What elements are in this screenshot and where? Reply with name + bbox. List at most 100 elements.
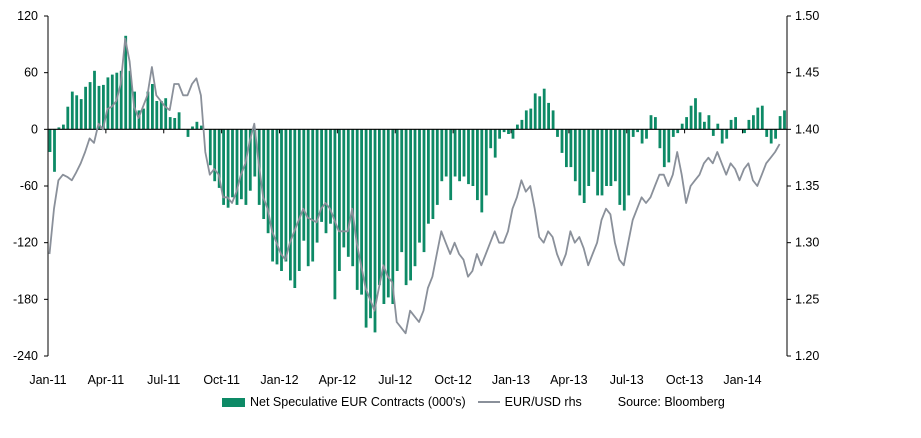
bar [338, 129, 341, 271]
bar [493, 129, 497, 158]
bar [614, 129, 617, 182]
bar [110, 74, 114, 130]
x-tick-label: Jul-13 [610, 373, 644, 387]
bar [66, 106, 70, 130]
bar [404, 129, 408, 286]
bar [551, 110, 555, 130]
bar [391, 129, 395, 304]
bar [315, 129, 319, 243]
bar [640, 129, 644, 144]
bar [275, 129, 279, 265]
bar [48, 129, 52, 152]
bar [244, 129, 248, 205]
bar [427, 129, 430, 224]
bar [467, 129, 470, 185]
bar [458, 129, 461, 182]
bar [649, 115, 653, 130]
bar [395, 129, 399, 271]
bar [306, 129, 310, 267]
bar [600, 129, 604, 196]
bar [480, 129, 484, 213]
bar [266, 129, 270, 234]
bar [173, 118, 177, 130]
bar [752, 115, 755, 130]
bar [75, 95, 79, 130]
right-tick-label: 1.25 [795, 292, 819, 306]
bar [329, 129, 332, 224]
bar [222, 129, 225, 205]
right-tick-label: 1.30 [795, 236, 819, 250]
bar [453, 129, 457, 177]
bar [556, 129, 559, 137]
bar [231, 129, 234, 198]
bar [449, 129, 453, 201]
bar [342, 129, 346, 248]
bar [747, 119, 751, 130]
bar [177, 112, 181, 130]
bar [369, 129, 372, 319]
bar [62, 124, 65, 130]
legend-bar-swatch [222, 397, 245, 407]
bar [596, 129, 599, 196]
source-note: Source: Bloomberg [617, 395, 725, 409]
bar [654, 117, 657, 130]
bar [195, 121, 199, 130]
bar [106, 77, 110, 130]
bar [591, 129, 595, 172]
bar [253, 129, 257, 177]
left-tick-label: 120 [17, 9, 38, 23]
bar [783, 110, 786, 130]
left-tick-label: -60 [20, 179, 38, 193]
bar [191, 126, 194, 130]
bar [685, 117, 688, 130]
left-tick-label: -120 [13, 236, 38, 250]
bar [565, 129, 568, 168]
legend: Net Speculative EUR Contracts (000's) EU… [222, 395, 725, 409]
bar [507, 129, 510, 134]
x-tick-label: Jan-11 [29, 373, 66, 387]
bar [311, 129, 315, 262]
bar [778, 116, 782, 130]
bar [524, 110, 528, 130]
bar [124, 35, 128, 130]
bar [248, 129, 252, 191]
bar [582, 129, 586, 203]
bar [729, 119, 733, 130]
bar [662, 129, 666, 168]
bar [409, 129, 412, 281]
bar [93, 70, 96, 130]
bar [711, 129, 715, 136]
bar [346, 129, 350, 257]
bar [471, 129, 475, 186]
bar [400, 129, 404, 253]
bar [293, 129, 297, 288]
bar [520, 119, 524, 130]
bar [364, 129, 368, 328]
left-tick-label: 0 [31, 122, 38, 136]
bar [333, 129, 337, 300]
bar [271, 129, 274, 262]
bar [622, 129, 626, 211]
bar [164, 98, 168, 130]
bar [351, 129, 355, 267]
bar [698, 112, 702, 130]
x-tick-label: Apr-11 [88, 373, 125, 387]
bar [498, 129, 501, 139]
bar [297, 129, 301, 271]
bar [573, 129, 577, 182]
bar [533, 93, 537, 130]
bar [324, 129, 328, 234]
bar [280, 129, 283, 271]
bar [151, 84, 154, 130]
left-tick-label: 60 [24, 66, 38, 80]
bar [386, 129, 390, 298]
bar [84, 86, 87, 130]
right-tick-label: 1.40 [795, 122, 819, 136]
bar [578, 129, 582, 196]
x-tick-label: Jan-12 [260, 373, 298, 387]
bar [142, 108, 145, 130]
bar [57, 127, 61, 130]
x-tick-label: Apr-13 [550, 373, 588, 387]
axes [44, 15, 791, 357]
